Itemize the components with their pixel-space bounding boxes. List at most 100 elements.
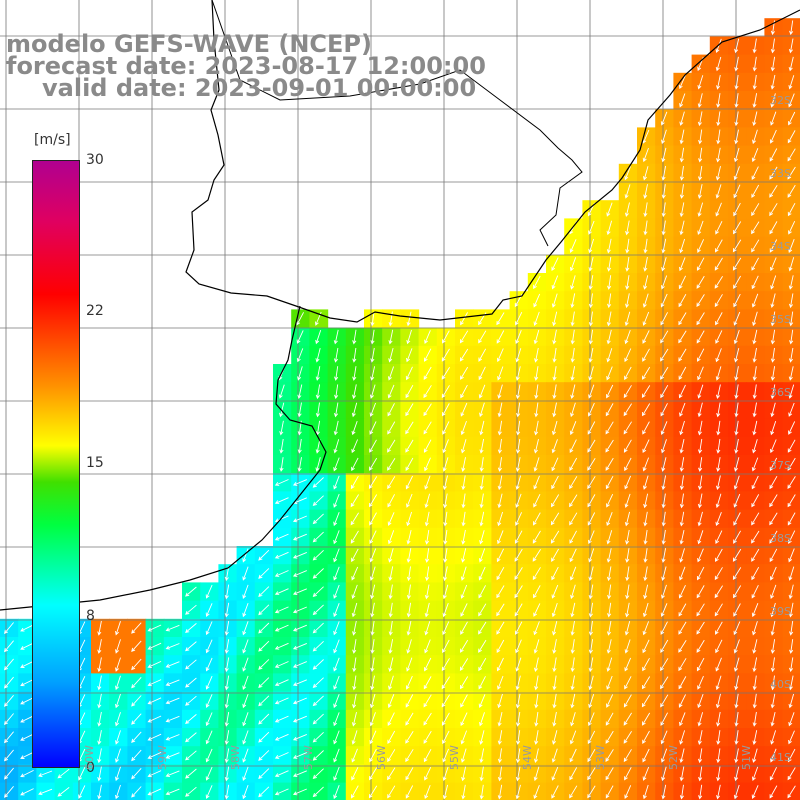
wind-arrow: [460, 366, 469, 380]
wind-arrow: [715, 384, 721, 400]
wind-arrow: [570, 657, 575, 673]
wind-arrow: [57, 768, 70, 779]
wind-arrow: [770, 711, 776, 727]
longitude-label: 53W: [594, 745, 607, 770]
wind-arrow: [147, 733, 162, 741]
wind-arrow: [224, 657, 230, 673]
wind-arrow: [698, 457, 703, 472]
wind-arrow: [165, 752, 180, 759]
wind-arrow: [388, 639, 394, 654]
wind-arrow: [405, 439, 414, 453]
wind-arrow: [769, 767, 778, 781]
wind-arrow: [292, 788, 307, 796]
wind-arrow: [224, 566, 230, 582]
wind-arrow: [496, 566, 505, 581]
wind-arrow: [460, 676, 469, 690]
wind-arrow: [97, 730, 102, 745]
wind-arrow: [569, 457, 578, 472]
wind-arrow: [606, 238, 612, 254]
wind-arrow: [406, 311, 412, 327]
wind-arrow: [678, 639, 687, 653]
wind-arrow: [352, 639, 357, 654]
wind-arrow: [478, 676, 486, 690]
wind-arrow: [20, 697, 34, 705]
wind-arrow: [442, 403, 450, 417]
wind-arrow: [515, 312, 523, 326]
wind-arrow: [205, 621, 213, 636]
wind-arrow: [205, 712, 213, 727]
wind-arrow: [587, 494, 596, 508]
wind-arrow: [625, 220, 630, 236]
wind-arrow: [369, 457, 378, 471]
wind-arrow: [696, 603, 705, 617]
wind-arrow: [788, 675, 794, 691]
wind-arrow: [165, 788, 180, 796]
wind-arrow: [550, 530, 560, 544]
wind-arrow: [770, 56, 776, 72]
longitude-label: 54W: [521, 745, 534, 770]
wind-arrow: [424, 785, 431, 800]
wind-arrow: [734, 93, 739, 108]
wind-arrow: [185, 750, 197, 761]
wind-arrow: [205, 694, 213, 708]
wind-arrow: [516, 420, 521, 436]
wind-arrow: [606, 675, 613, 690]
wind-arrow: [205, 639, 213, 654]
wind-arrow: [752, 439, 758, 454]
wind-arrow: [642, 730, 650, 745]
wind-arrow: [551, 257, 559, 272]
wind-arrow: [679, 748, 685, 764]
wind-arrow: [569, 748, 577, 763]
wind-arrow: [479, 730, 485, 745]
wind-arrow: [20, 751, 34, 759]
wind-arrow: [20, 660, 34, 668]
colorbar-tick-30: 30: [86, 152, 104, 168]
wind-arrow: [715, 312, 723, 326]
wind-arrow: [643, 529, 648, 545]
wind-arrow: [292, 515, 307, 523]
wind-arrow: [297, 402, 302, 418]
wind-arrow: [715, 221, 723, 235]
wind-arrow: [678, 330, 687, 344]
wind-arrow: [461, 529, 466, 545]
wind-arrow: [787, 457, 796, 471]
wind-arrow: [274, 588, 289, 596]
wind-arrow: [388, 657, 394, 673]
wind-arrow: [333, 657, 340, 672]
wind-arrow: [642, 748, 650, 763]
wind-arrow: [732, 239, 742, 253]
wind-arrow: [352, 347, 357, 363]
wind-arrow: [369, 494, 378, 508]
wind-arrow: [752, 111, 758, 127]
wind-arrow: [697, 530, 704, 545]
wind-arrow: [387, 366, 395, 381]
wind-arrow: [551, 494, 560, 508]
wind-arrow: [315, 366, 321, 381]
wind-arrow: [497, 730, 503, 745]
wind-arrow: [352, 693, 357, 709]
longitude-label: 59W: [156, 745, 169, 770]
colorbar-tick-22: 22: [86, 303, 104, 319]
wind-arrow: [769, 129, 777, 144]
wind-arrow: [569, 730, 577, 745]
wind-arrow: [442, 330, 450, 344]
wind-arrow: [443, 548, 448, 563]
wind-arrow: [424, 529, 430, 545]
wind-arrow: [660, 330, 669, 344]
wind-arrow: [714, 585, 723, 599]
wind-arrow: [224, 711, 230, 727]
wind-arrow: [534, 711, 539, 727]
title-valid-date: valid date: 2023-09-01 00:00:00: [42, 74, 477, 102]
wind-arrow: [352, 329, 357, 345]
wind-arrow: [769, 785, 778, 799]
wind-arrow: [752, 93, 758, 108]
wind-arrow: [789, 620, 794, 636]
wind-arrow: [442, 457, 449, 472]
wind-arrow: [734, 38, 740, 54]
wind-arrow: [443, 566, 448, 582]
wind-arrow: [370, 584, 376, 600]
wind-arrow: [315, 457, 321, 472]
wind-arrow: [715, 475, 721, 491]
wind-arrow: [312, 531, 324, 543]
wind-arrow: [478, 585, 486, 599]
